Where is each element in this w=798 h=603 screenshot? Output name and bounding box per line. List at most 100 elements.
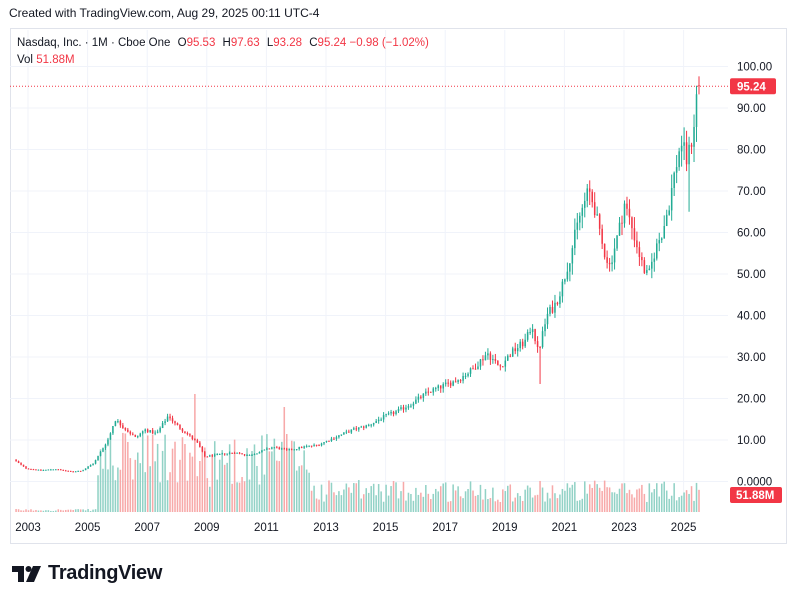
volume-bar: [616, 493, 618, 512]
candle-body: [273, 447, 276, 449]
candle-body: [318, 444, 320, 446]
y-tick-label: 60.00: [737, 228, 766, 240]
candle-body: [325, 440, 328, 443]
candle-body: [598, 214, 601, 229]
volume-bar: [67, 509, 69, 512]
candle-body: [556, 302, 559, 305]
volume-bar: [606, 487, 608, 512]
candle-body: [591, 191, 593, 203]
candle-body: [643, 260, 646, 273]
candle-body: [432, 388, 435, 393]
volume-bar: [531, 497, 534, 512]
volume-bar: [673, 483, 675, 512]
candle-body: [278, 447, 281, 450]
candle-body: [17, 461, 20, 463]
volume-bar: [161, 450, 164, 512]
candle-body: [35, 469, 37, 471]
candle-body: [534, 329, 536, 342]
volume-bar: [191, 456, 194, 512]
volume-bar: [569, 487, 571, 512]
candle-body: [42, 470, 45, 472]
close-label: C: [309, 37, 318, 49]
x-tick-label: 2019: [492, 522, 518, 534]
volume-bar: [258, 484, 261, 512]
volume-bar: [156, 443, 159, 512]
candle-body: [541, 331, 544, 348]
volume-bar: [447, 501, 449, 512]
candle-body: [504, 360, 507, 367]
candle-body: [189, 434, 191, 436]
volume-bar: [199, 461, 201, 512]
candle-body: [474, 368, 477, 370]
volume-bar: [656, 483, 658, 512]
volume-bar: [685, 490, 688, 512]
candle-body: [281, 448, 283, 450]
tradingview-logo[interactable]: TradingView: [12, 562, 162, 585]
volume-bar: [213, 441, 216, 512]
candle-body: [87, 466, 89, 469]
candle-body: [186, 433, 189, 435]
volume-bar: [283, 407, 286, 512]
volume-bar: [601, 490, 603, 512]
volume-bar: [72, 510, 74, 512]
x-tick-label: 2023: [611, 522, 637, 534]
volume-bar: [129, 458, 132, 512]
volume-bar: [437, 491, 440, 512]
candle-body: [698, 85, 700, 87]
volume-bar: [32, 510, 35, 512]
candle-body: [355, 428, 358, 430]
volume-bar: [598, 487, 601, 512]
volume-bar: [487, 499, 489, 512]
chart-frame: [10, 28, 787, 544]
volume-bar: [201, 449, 204, 512]
volume-bar: [104, 448, 107, 512]
volume-bar: [77, 509, 79, 512]
candle-body: [139, 433, 142, 437]
candle-body: [79, 470, 82, 472]
candle-body: [646, 270, 648, 273]
volume-bar: [405, 500, 407, 512]
volume-bar: [69, 509, 72, 512]
candle-body: [673, 172, 675, 189]
y-tick-label: 10.00: [737, 435, 766, 447]
candle-body: [442, 384, 444, 389]
candle-body: [593, 202, 596, 216]
volume-bar: [166, 480, 169, 512]
candle-body: [579, 215, 581, 223]
volume-bar: [216, 479, 218, 512]
volume-bar: [695, 482, 698, 512]
volume-bar: [516, 493, 519, 512]
candle-body: [303, 446, 305, 448]
candle-body: [561, 281, 564, 297]
volume-bar: [430, 499, 432, 512]
candle-body: [569, 263, 571, 272]
volume-bar: [402, 481, 405, 512]
candle-body: [678, 151, 680, 168]
candle-body: [660, 238, 663, 241]
candle-body: [648, 268, 651, 271]
candle-body: [514, 348, 516, 352]
candle-body: [479, 359, 482, 367]
volume-bar: [499, 501, 502, 512]
volume-bar: [593, 480, 596, 512]
tradingview-wordmark: TradingView: [48, 562, 163, 584]
volume-bar: [223, 464, 226, 512]
candle-body: [94, 460, 97, 464]
volume-bar: [233, 439, 236, 512]
volume-bar: [648, 483, 651, 512]
volume-bar: [641, 484, 643, 512]
candle-body: [231, 452, 233, 454]
y-tick-label: 80.00: [737, 145, 766, 157]
candle-body: [452, 381, 454, 386]
volume-bar: [534, 495, 536, 512]
candle-body: [236, 452, 238, 454]
volume-bar: [84, 510, 87, 512]
volume-bar: [387, 495, 390, 512]
candle-body: [444, 382, 447, 385]
candle-body: [119, 421, 122, 426]
volume-bar: [432, 493, 435, 512]
volume-bar: [367, 492, 370, 512]
candle-body: [77, 470, 79, 472]
candle-body: [50, 469, 52, 471]
